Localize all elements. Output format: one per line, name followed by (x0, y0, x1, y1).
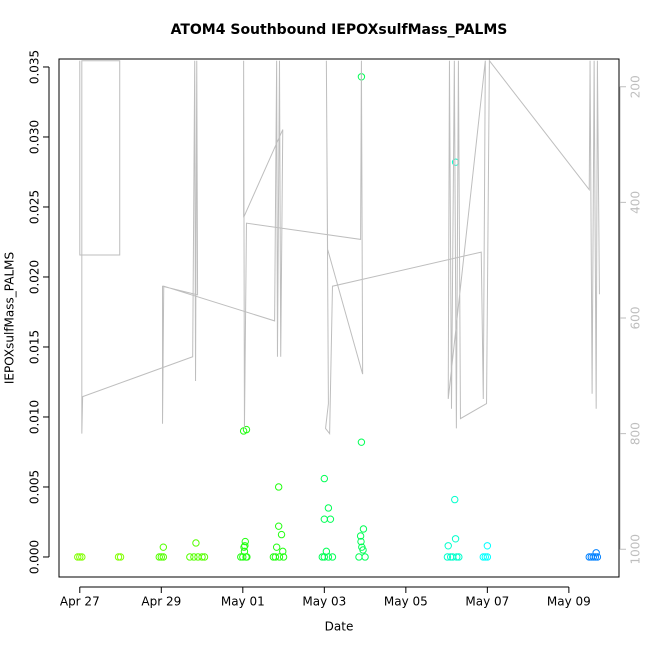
point (198, 553, 206, 561)
y2-tick-label: 800 (629, 422, 643, 445)
y-tick-label: 0.005 (28, 470, 42, 504)
point (326, 515, 335, 523)
point (359, 525, 368, 533)
pressure-line (79, 59, 600, 436)
point (275, 553, 284, 561)
plot-area (74, 73, 602, 561)
point (159, 553, 168, 561)
point (357, 537, 365, 546)
point (277, 530, 286, 539)
point (78, 553, 86, 561)
point (444, 542, 452, 550)
point (320, 474, 329, 483)
point (274, 483, 283, 491)
y2-tick-label: 200 (629, 75, 643, 98)
point (190, 553, 198, 561)
point (357, 438, 366, 446)
point (324, 553, 333, 561)
y-tick-label: 0.025 (28, 190, 42, 224)
point (272, 543, 281, 551)
point (359, 546, 367, 554)
point (279, 553, 288, 561)
point (361, 553, 369, 561)
x-tick-label: May 03 (302, 595, 346, 609)
y2-tick-label: 400 (629, 191, 643, 214)
point (328, 553, 337, 561)
point (186, 553, 194, 561)
point (192, 539, 200, 547)
point (242, 425, 251, 434)
point (200, 553, 209, 561)
x-tick-label: May 07 (465, 595, 509, 609)
x-tick-label: Apr 27 (60, 595, 100, 609)
x-axis-label: Date (325, 620, 354, 634)
y2-tick-label: 1000 (629, 534, 643, 565)
point (157, 553, 165, 561)
point (76, 553, 84, 561)
x-tick-label: May 01 (221, 595, 265, 609)
x-tick-label: Apr 29 (141, 595, 181, 609)
y-tick-label: 0.015 (28, 330, 42, 364)
y-axis-label: IEPOXsulfMass_PALMS (3, 252, 17, 384)
point (320, 515, 329, 523)
point (455, 553, 463, 561)
point (483, 553, 492, 561)
point (479, 553, 487, 561)
point (241, 542, 249, 550)
y-tick-label: 0.030 (28, 120, 42, 154)
chart-title: ATOM4 Southbound IEPOXsulfMass_PALMS (171, 22, 508, 38)
y-tick-label: 0.000 (28, 540, 42, 574)
point (591, 553, 600, 561)
point (481, 553, 490, 561)
x-tick-label: May 09 (547, 595, 591, 609)
point (74, 553, 82, 561)
point (271, 553, 280, 561)
point (240, 543, 248, 551)
point (279, 547, 287, 556)
y-tick-label: 0.010 (28, 400, 42, 434)
point (355, 553, 363, 561)
point (443, 553, 452, 561)
y-tick-label: 0.035 (28, 50, 42, 84)
point (451, 535, 460, 543)
point (155, 553, 163, 561)
point (451, 495, 459, 504)
point (116, 553, 125, 561)
point (274, 522, 283, 530)
plot-box (58, 58, 620, 578)
point (324, 504, 333, 512)
point (159, 543, 168, 551)
y-tick-label: 0.020 (28, 260, 42, 294)
point (453, 553, 461, 561)
point (243, 553, 251, 561)
point (241, 537, 249, 546)
point (483, 542, 492, 550)
point (114, 553, 123, 561)
y2-tick-label: 600 (629, 307, 643, 330)
point (592, 549, 600, 557)
x-tick-label: May 05 (384, 595, 428, 609)
point (593, 553, 602, 561)
point (356, 532, 365, 540)
